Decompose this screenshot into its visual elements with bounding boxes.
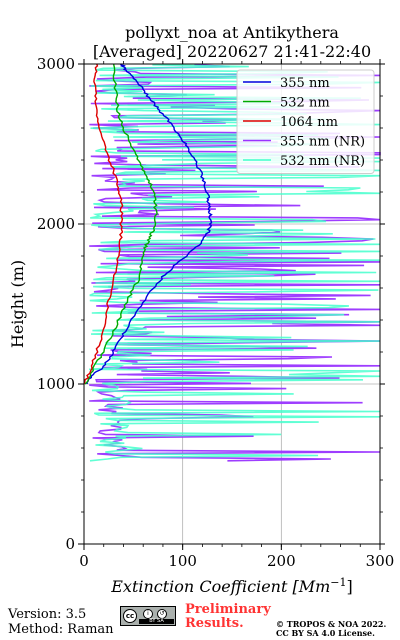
cc-license-badge: cc i ↺ BY SA bbox=[120, 606, 176, 626]
legend-label: 532 nm (NR) bbox=[280, 154, 365, 169]
series-line-532-nm-nr- bbox=[89, 64, 381, 462]
x-tick-label: 300 bbox=[366, 552, 395, 570]
attribution-icon: i bbox=[143, 609, 153, 619]
x-tick-label: 0 bbox=[79, 552, 89, 570]
y-tick-label: 3000 bbox=[37, 55, 75, 73]
y-axis-label: Height (m) bbox=[8, 260, 27, 348]
legend-box bbox=[236, 69, 375, 174]
chart-subtitle: [Averaged] 20220627 21:41-22:40 bbox=[93, 42, 371, 61]
plot-frame bbox=[83, 63, 381, 545]
series-layer bbox=[83, 63, 213, 385]
extinction-chart: pollyxt_noa at Antikythera [Averaged] 20… bbox=[8, 23, 395, 596]
y-tick-label: 2000 bbox=[37, 215, 75, 233]
y-tick-label: 1000 bbox=[37, 375, 75, 393]
preliminary-results-text: Preliminary Results. bbox=[185, 602, 271, 631]
version-text: Version: 3.5 bbox=[8, 607, 87, 622]
legend-label: 532 nm bbox=[280, 96, 330, 111]
method-text: Method: Raman bbox=[8, 622, 114, 637]
x-axis-label-main: Extinction Coefficient [Mm bbox=[110, 577, 330, 596]
legend-label: 355 nm bbox=[280, 76, 330, 91]
x-tick-label: 200 bbox=[267, 552, 296, 570]
legend-label: 355 nm (NR) bbox=[280, 135, 365, 150]
x-tick-label: 100 bbox=[168, 552, 197, 570]
x-axis-label-exponent: −1 bbox=[330, 576, 346, 589]
series-line-355-nm bbox=[86, 63, 213, 385]
cc-logo-icon: cc bbox=[123, 609, 137, 623]
copyright-line-2: CC BY SA 4.0 License. bbox=[276, 628, 375, 638]
copyright-line-1: © TROPOS & NOA 2022. bbox=[276, 619, 387, 629]
legend: 355 nm 532 nm 1064 nm 355 nm (NR) 532 nm (NR… bbox=[236, 69, 375, 174]
cc-bar-label: BY SA bbox=[139, 619, 174, 624]
series-line-532-nm bbox=[84, 63, 158, 385]
x-axis-label: Extinction Coefficient [Mm−1] bbox=[110, 576, 353, 596]
legend-label: 1064 nm bbox=[280, 115, 338, 130]
x-axis-label-end: ] bbox=[347, 577, 353, 596]
nr-series-layer bbox=[89, 64, 381, 462]
copyright-text: © TROPOS & NOA 2022. CC BY SA 4.0 Licens… bbox=[276, 620, 396, 638]
y-tick-label: 0 bbox=[65, 535, 75, 553]
share-alike-icon: ↺ bbox=[157, 609, 167, 619]
series-line-1064-nm bbox=[83, 63, 124, 385]
chart-title: pollyxt_noa at Antikythera bbox=[125, 23, 339, 42]
